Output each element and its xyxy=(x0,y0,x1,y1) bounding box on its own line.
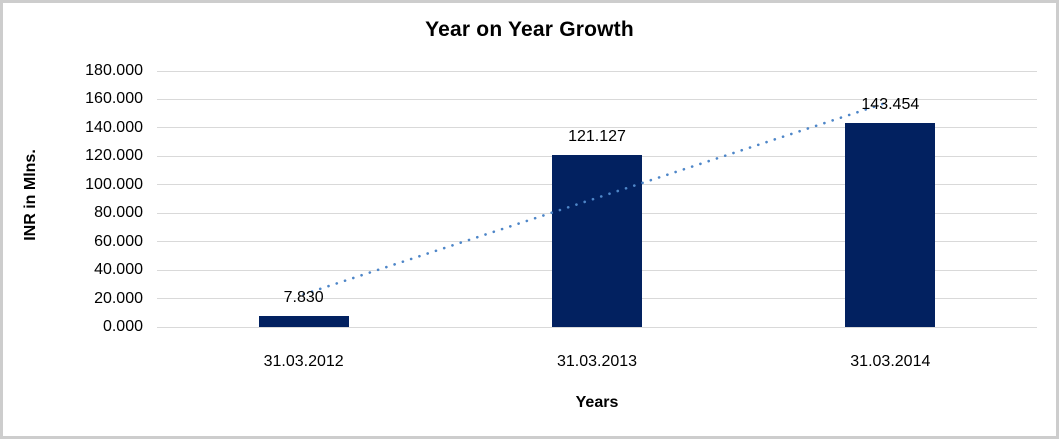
bar-value-label: 7.830 xyxy=(283,288,324,306)
y-tick-label: 80.000 xyxy=(94,204,143,222)
bar-value-label: 143.454 xyxy=(861,95,920,113)
bar xyxy=(258,315,349,327)
chart-title: Year on Year Growth xyxy=(425,18,634,41)
x-tick-label: 31.03.2013 xyxy=(556,353,638,370)
x-tick-label: 31.03.2014 xyxy=(850,353,931,370)
y-tick-label: 100.000 xyxy=(85,175,143,193)
y-tick-label: 140.000 xyxy=(85,118,143,136)
bar xyxy=(552,154,642,327)
gridline xyxy=(157,70,1037,72)
y-tick-label: 120.000 xyxy=(85,147,143,165)
y-tick-label: 160.000 xyxy=(85,90,143,108)
gridline xyxy=(157,98,1037,100)
bar-value-label: 121.127 xyxy=(568,127,626,145)
y-tick-label: 60.000 xyxy=(94,232,143,250)
plot-area: 7.830 121.127 143.454 xyxy=(157,70,1037,328)
y-tick-label: 20.000 xyxy=(94,289,143,307)
y-tick-label: 0.000 xyxy=(102,318,143,335)
x-tick-label: 31.03.2012 xyxy=(263,353,344,370)
y-tick-label: 180.000 xyxy=(85,62,143,79)
gridline xyxy=(157,326,1037,328)
y-tick-label: 40.000 xyxy=(94,261,143,279)
x-axis-title: Years xyxy=(575,394,619,411)
bar xyxy=(845,122,936,327)
